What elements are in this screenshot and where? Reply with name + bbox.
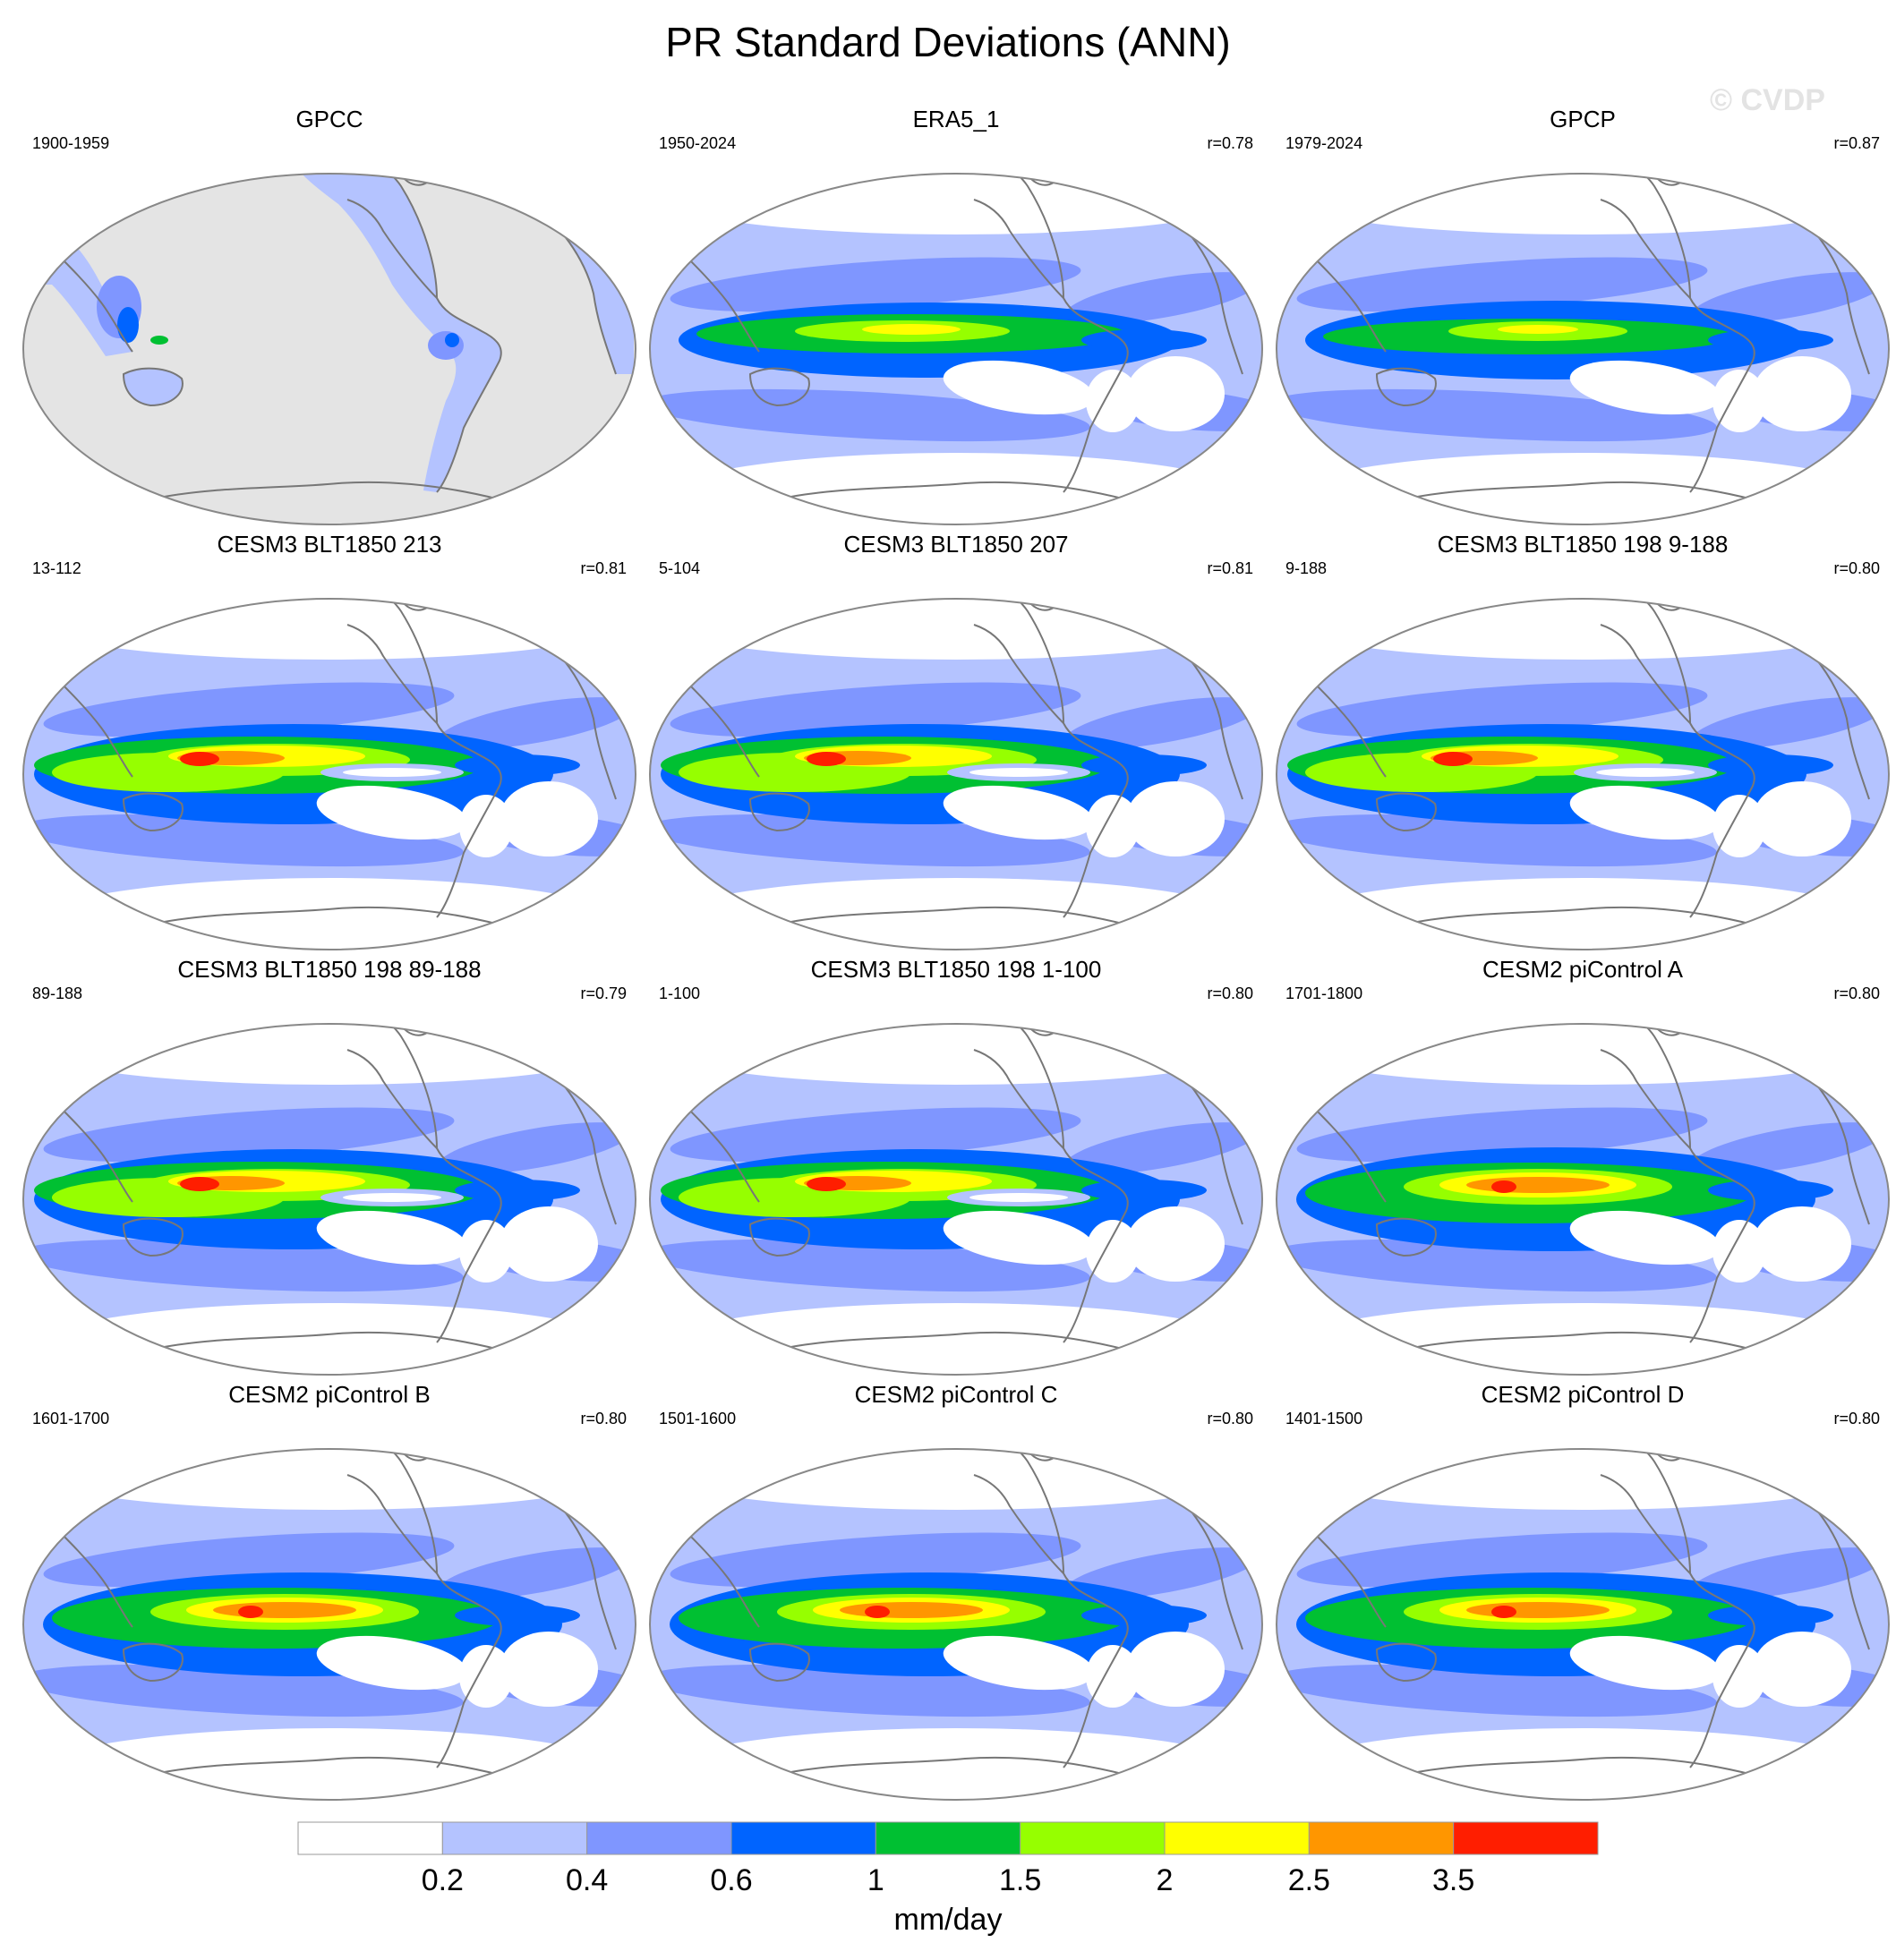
- map-plot: [1276, 598, 1890, 950]
- panel-period: 1-100: [659, 984, 701, 1002]
- panel-period: 1950-2024: [659, 134, 737, 152]
- map-frame: [1276, 173, 1890, 525]
- colorbar-swatch: [586, 1821, 732, 1855]
- map-plot: [22, 1448, 636, 1801]
- panel-period: 13-112: [32, 559, 81, 577]
- panel-period: 1701-1800: [1285, 984, 1363, 1002]
- panel-correlation: r=0.87: [1833, 134, 1880, 152]
- panel-period: 1979-2024: [1285, 134, 1363, 152]
- panel-period: 1900-1959: [32, 134, 110, 152]
- panel-title: GPCP: [1550, 106, 1616, 132]
- panel-correlation: r=0.80: [1207, 984, 1253, 1002]
- map-panel: GPCP 1979-2024 r=0.87: [1269, 106, 1896, 526]
- panel-period: 1601-1700: [32, 1410, 110, 1427]
- map-panel: CESM2 piControl C 1501-1600 r=0.80: [643, 1381, 1269, 1802]
- panel-title: CESM2 piControl C: [854, 1381, 1058, 1408]
- colorbar-swatch: [875, 1821, 1021, 1855]
- panel-title: CESM3 BLT1850 207: [843, 531, 1069, 558]
- colorbar-tick-label: 1: [867, 1863, 884, 1897]
- panel-correlation: r=0.80: [1833, 984, 1880, 1002]
- map-frame: [1276, 1023, 1890, 1376]
- map-panel: CESM2 piControl A 1701-1800 r=0.80: [1269, 956, 1896, 1376]
- panel-title: ERA5_1: [912, 106, 1000, 132]
- contour-field: [23, 174, 636, 524]
- map-plot: [1276, 173, 1890, 525]
- map-panel: CESM3 BLT1850 198 89-188 89-188 r=0.79: [16, 956, 643, 1376]
- colorbar-tick-label: 0.6: [710, 1863, 753, 1897]
- contour-field: [23, 599, 636, 950]
- page-title: PR Standard Deviations (ANN): [665, 19, 1231, 65]
- panel-correlation: r=0.80: [1833, 1410, 1880, 1427]
- colorbar-swatch: [1308, 1821, 1455, 1855]
- colorbar-swatch: [1020, 1821, 1166, 1855]
- colorbar-swatch: [730, 1821, 876, 1855]
- panel-correlation: r=0.80: [580, 1410, 627, 1427]
- map-frame: [22, 1448, 636, 1801]
- panel-title: CESM2 piControl A: [1482, 956, 1683, 983]
- map-panel: GPCC 1900-1959: [16, 106, 643, 526]
- colorbar-tick-label: 2.5: [1287, 1863, 1330, 1897]
- map-plot: [22, 1023, 636, 1376]
- map-panel: CESM2 piControl D 1401-1500 r=0.80: [1269, 1381, 1896, 1802]
- map-frame: [649, 173, 1263, 525]
- panel-correlation: r=0.80: [1207, 1410, 1253, 1427]
- map-plot: [649, 1448, 1263, 1801]
- map-plot: [649, 1023, 1263, 1376]
- map-plot: [1276, 1023, 1890, 1376]
- map-panel: CESM3 BLT1850 198 9-188 9-188 r=0.80: [1269, 531, 1896, 951]
- map-frame: [22, 173, 636, 525]
- map-plot: [22, 173, 636, 525]
- panel-title: CESM3 BLT1850 198 9-188: [1437, 531, 1729, 558]
- panel-correlation: r=0.78: [1207, 134, 1253, 152]
- map-panel: CESM2 piControl B 1601-1700 r=0.80: [16, 1381, 643, 1802]
- map-frame: [649, 598, 1263, 950]
- contour-field: [1277, 599, 1889, 950]
- watermark: © CVDP: [1710, 83, 1825, 117]
- colorbar-swatch: [297, 1821, 443, 1855]
- panel-title: GPCC: [295, 106, 363, 132]
- colorbar-tick-label: 3.5: [1432, 1863, 1475, 1897]
- panel-period: 1401-1500: [1285, 1410, 1363, 1427]
- panel-period: 5-104: [659, 559, 701, 577]
- map-plot: [1276, 1448, 1890, 1801]
- colorbar-units: mm/day: [893, 1903, 1003, 1937]
- panel-period: 1501-1600: [659, 1410, 737, 1427]
- map-frame: [1276, 1448, 1890, 1801]
- panel-title: CESM2 piControl D: [1481, 1381, 1685, 1408]
- panel-title: CESM3 BLT1850 198 1-100: [810, 956, 1102, 983]
- panel-correlation: r=0.79: [580, 984, 627, 1002]
- map-plot: [649, 598, 1263, 950]
- map-panel: CESM3 BLT1850 198 1-100 1-100 r=0.80: [643, 956, 1269, 1376]
- map-frame: [1276, 598, 1890, 950]
- colorbar-swatch: [1164, 1821, 1310, 1855]
- colorbar-tick-label: 1.5: [999, 1863, 1042, 1897]
- map-frame: [649, 1023, 1263, 1376]
- panel-period: 89-188: [32, 984, 83, 1002]
- map-panel: CESM3 BLT1850 213 13-112 r=0.81: [16, 531, 643, 951]
- map-frame: [649, 1448, 1263, 1801]
- panel-correlation: r=0.80: [1833, 559, 1880, 577]
- panel-title: CESM2 piControl B: [228, 1381, 431, 1408]
- panel-period: 9-188: [1285, 559, 1328, 577]
- panel-correlation: r=0.81: [580, 559, 627, 577]
- contour-field: [1277, 1449, 1889, 1800]
- map-panel: CESM3 BLT1850 207 5-104 r=0.81: [643, 531, 1269, 951]
- map-plot: [649, 173, 1263, 525]
- panel-correlation: r=0.81: [1207, 559, 1253, 577]
- colorbar-tick-label: 0.4: [566, 1863, 609, 1897]
- map-frame: [22, 598, 636, 950]
- contour-field: [23, 1024, 636, 1375]
- panel-title: CESM3 BLT1850 213: [217, 531, 442, 558]
- colorbar-swatch: [1453, 1821, 1599, 1855]
- map-panel: ERA5_1 1950-2024 r=0.78: [643, 106, 1269, 526]
- colorbar-tick-label: 0.2: [421, 1863, 464, 1897]
- contour-field: [23, 1449, 636, 1800]
- map-frame: [22, 1023, 636, 1376]
- map-plot: [22, 598, 636, 950]
- contour-field: [1277, 174, 1889, 524]
- colorbar-tick-label: 2: [1156, 1863, 1174, 1897]
- panel-title: CESM3 BLT1850 198 89-188: [177, 956, 482, 983]
- colorbar-swatch: [441, 1821, 588, 1855]
